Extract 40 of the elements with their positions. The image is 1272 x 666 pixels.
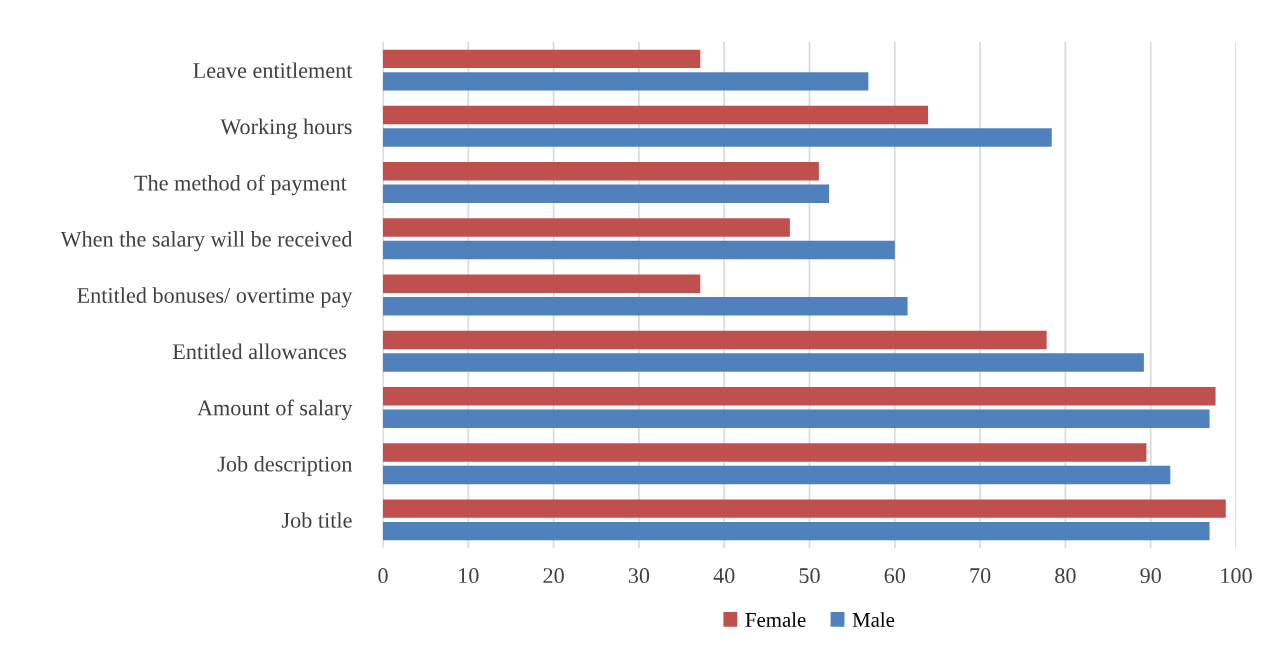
y-tick-label: When the salary will be received: [60, 231, 353, 252]
x-tick-label: 50: [799, 568, 820, 584]
y-tick-label: Job title: [281, 512, 352, 528]
y-tick-label: The method of payment: [134, 174, 347, 196]
y-tick-label: Entitled bonuses/ overtime pay: [77, 287, 353, 308]
bar: [383, 386, 1216, 406]
bar: [383, 274, 701, 293]
bar: [383, 297, 908, 316]
y-tick-label: Leave entitlement: [193, 62, 353, 79]
bar: [383, 409, 1210, 428]
bar: [383, 353, 1144, 372]
bar: [383, 162, 819, 181]
x-tick-label: 90: [1140, 568, 1161, 584]
x-tick-label: 0: [378, 568, 388, 584]
bar: [383, 218, 790, 237]
bar: [383, 521, 1210, 541]
y-tick-label: Job description: [217, 455, 353, 477]
bar: [383, 128, 1052, 147]
x-tick-label: 40: [713, 568, 735, 584]
x-tick-label: 70: [970, 568, 991, 584]
x-tick-label: 80: [1055, 568, 1076, 584]
x-tick-label: 60: [884, 568, 906, 584]
bar: [383, 499, 1226, 518]
x-tick-label: 100: [1221, 568, 1252, 584]
x-tick-label: 10: [459, 568, 479, 584]
legend-label: Male: [852, 612, 895, 627]
bar: [383, 443, 1147, 462]
bar: [383, 72, 869, 91]
bar: [383, 465, 1171, 485]
bar: [383, 330, 1047, 350]
bar: [383, 240, 895, 260]
x-tick-label: 20: [543, 568, 564, 584]
x-tick-label: 30: [628, 568, 650, 584]
legend-label: Female: [745, 612, 806, 627]
bar: [383, 184, 830, 204]
bar: [383, 49, 701, 69]
y-tick-label: Entitled allowances: [172, 343, 347, 360]
y-tick-label: Amount of salary: [197, 399, 353, 421]
y-tick-label: Working hours: [220, 118, 352, 139]
bar: [383, 105, 929, 125]
